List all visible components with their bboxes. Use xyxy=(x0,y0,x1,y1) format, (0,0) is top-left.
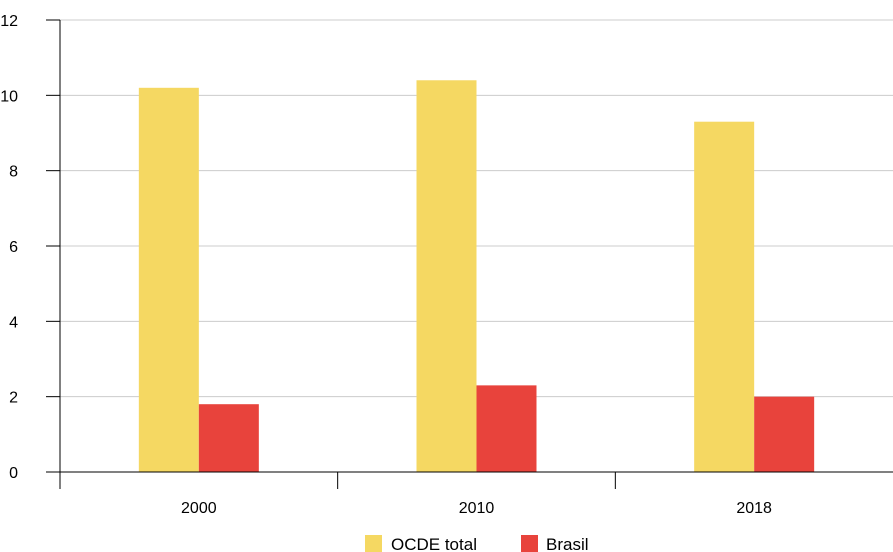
bar-brasil-2018 xyxy=(754,396,815,472)
legend-item-brasil: Brasil xyxy=(521,535,589,552)
y-tick-label: 8 xyxy=(9,164,18,181)
y-tick-label: 6 xyxy=(9,239,18,256)
legend-item-ocde-total: OCDE total xyxy=(365,535,477,552)
y-tick-label: 10 xyxy=(0,88,18,105)
x-tick-label: 2018 xyxy=(736,500,772,517)
bars xyxy=(138,80,815,473)
x-tick-label: 2010 xyxy=(459,500,495,517)
legend-swatch xyxy=(521,535,538,552)
bar-brasil-2010 xyxy=(476,385,537,472)
x-tick-label: 2000 xyxy=(181,500,217,517)
y-tick-label: 4 xyxy=(9,314,18,331)
legend-label: OCDE total xyxy=(391,535,477,552)
y-axis-ticks: 0 2 4 6 8 10 12 xyxy=(0,13,60,482)
bar-ocde-total-2000 xyxy=(138,87,199,473)
legend-swatch xyxy=(365,535,382,552)
bar-ocde-total-2010 xyxy=(416,80,477,473)
y-tick-label: 2 xyxy=(9,390,18,407)
x-axis-ticks: 2000 2010 2018 xyxy=(59,472,772,517)
y-tick-label: 12 xyxy=(0,13,18,30)
y-tick-label: 0 xyxy=(9,465,18,482)
axes xyxy=(59,20,893,473)
legend-label: Brasil xyxy=(546,535,589,552)
bar-ocde-total-2018 xyxy=(694,121,755,472)
bar-brasil-2000 xyxy=(198,404,259,472)
legend: OCDE total Brasil xyxy=(365,535,589,552)
